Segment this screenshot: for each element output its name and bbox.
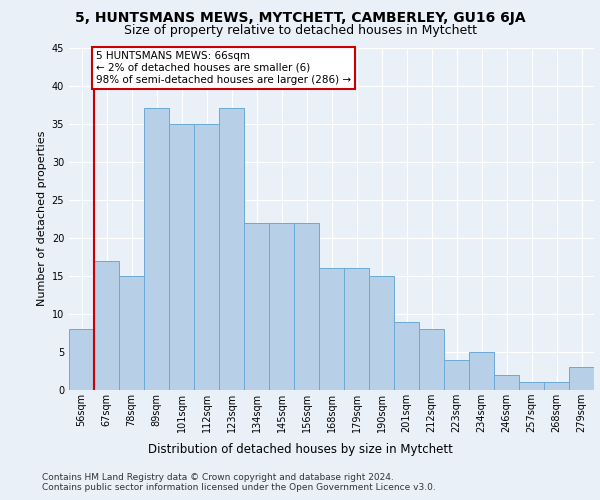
Bar: [269, 222, 294, 390]
Bar: [394, 322, 419, 390]
Bar: [94, 260, 119, 390]
Bar: [119, 276, 144, 390]
Bar: [569, 367, 594, 390]
Bar: [544, 382, 569, 390]
Bar: [494, 375, 519, 390]
Bar: [244, 222, 269, 390]
Bar: [344, 268, 369, 390]
Bar: [319, 268, 344, 390]
Y-axis label: Number of detached properties: Number of detached properties: [37, 131, 47, 306]
Bar: [294, 222, 319, 390]
Bar: [144, 108, 169, 390]
Bar: [69, 329, 94, 390]
Text: Distribution of detached houses by size in Mytchett: Distribution of detached houses by size …: [148, 442, 452, 456]
Text: 5, HUNTSMANS MEWS, MYTCHETT, CAMBERLEY, GU16 6JA: 5, HUNTSMANS MEWS, MYTCHETT, CAMBERLEY, …: [74, 11, 526, 25]
Bar: [369, 276, 394, 390]
Bar: [519, 382, 544, 390]
Bar: [194, 124, 219, 390]
Bar: [419, 329, 444, 390]
Bar: [444, 360, 469, 390]
Text: Contains HM Land Registry data © Crown copyright and database right 2024.
Contai: Contains HM Land Registry data © Crown c…: [42, 472, 436, 492]
Text: 5 HUNTSMANS MEWS: 66sqm
← 2% of detached houses are smaller (6)
98% of semi-deta: 5 HUNTSMANS MEWS: 66sqm ← 2% of detached…: [96, 52, 351, 84]
Bar: [469, 352, 494, 390]
Bar: [169, 124, 194, 390]
Bar: [219, 108, 244, 390]
Text: Size of property relative to detached houses in Mytchett: Size of property relative to detached ho…: [124, 24, 476, 37]
